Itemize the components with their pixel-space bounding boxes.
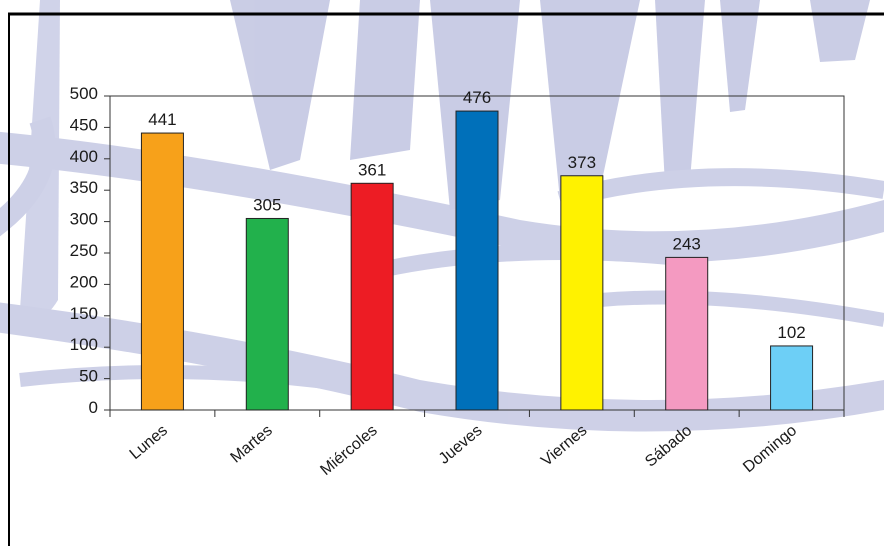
- y-tick-label: 250: [70, 241, 98, 260]
- bar-miércoles: [350, 182, 394, 411]
- data-label: 441: [148, 110, 176, 129]
- y-tick-label: 450: [70, 115, 98, 134]
- data-labels: 441 305 361 476 373 243 102: [148, 88, 806, 342]
- category-label: Jueves: [436, 422, 486, 468]
- category-label: Miércoles: [317, 422, 380, 479]
- y-tick-label: 400: [70, 147, 98, 166]
- category-label: Lunes: [127, 422, 171, 463]
- y-tick-label: 100: [70, 335, 98, 354]
- x-axis: [109, 410, 845, 417]
- category-label: Domingo: [740, 422, 800, 476]
- bar-jueves: [455, 110, 499, 411]
- y-tick-label: 300: [70, 210, 98, 229]
- y-tick-label: 500: [70, 84, 98, 103]
- bar-domingo: [770, 345, 814, 411]
- data-label: 102: [777, 323, 805, 342]
- data-label: 361: [358, 160, 386, 179]
- y-tick-label: 0: [89, 398, 98, 417]
- y-tick-label: 350: [70, 178, 98, 197]
- y-tick-label: 200: [70, 272, 98, 291]
- y-tick-label: 150: [70, 304, 98, 323]
- watermark-graphic: [0, 0, 884, 432]
- bar-viernes: [560, 175, 604, 411]
- bar-sábado: [665, 256, 709, 411]
- y-axis: 0 50 100 150 200 250 300 350 400 450 500: [70, 84, 110, 417]
- data-label: 305: [253, 195, 281, 214]
- category-labels: Lunes Martes Miércoles Jueves Viernes Sábado D…: [127, 422, 801, 479]
- bar-series: [140, 110, 814, 411]
- y-tick-label: 50: [79, 367, 98, 386]
- data-label: 243: [673, 234, 701, 253]
- data-label: 373: [568, 153, 596, 172]
- bar-lunes: [140, 132, 184, 411]
- category-label: Viernes: [538, 422, 590, 470]
- category-label: Martes: [227, 422, 275, 466]
- data-label: 476: [463, 88, 491, 107]
- bar-martes: [245, 217, 289, 411]
